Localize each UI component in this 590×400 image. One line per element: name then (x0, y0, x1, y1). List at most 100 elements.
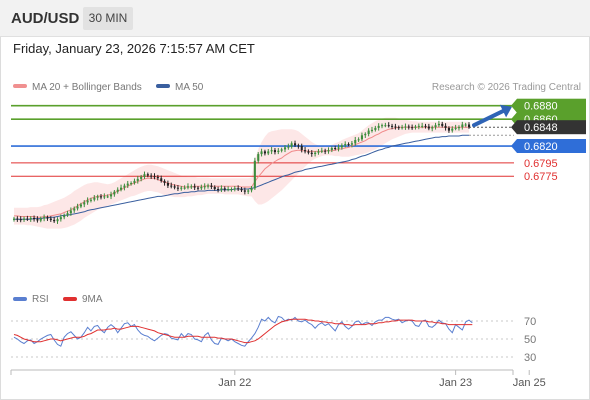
candle (49, 216, 52, 222)
candle (434, 122, 437, 130)
candle (89, 197, 92, 203)
candle-body (468, 124, 471, 128)
candle (284, 145, 287, 153)
candle (330, 146, 333, 153)
candle (146, 172, 149, 178)
candle (324, 148, 327, 155)
candle (106, 194, 109, 199)
candle-body (190, 186, 193, 188)
candle (421, 122, 424, 129)
candle-body (53, 219, 56, 222)
candle-body (79, 204, 82, 207)
rsi-ma-legend-swatch (63, 297, 77, 301)
candle-body (123, 185, 126, 188)
candle (243, 187, 246, 195)
candle-body (156, 176, 159, 179)
candle-body (424, 125, 427, 127)
candle (394, 123, 397, 130)
candle (240, 186, 243, 193)
timeframe-button[interactable]: 30 MIN (83, 7, 133, 30)
candle-body (86, 200, 89, 203)
candle (317, 149, 320, 155)
candle-body (56, 219, 59, 222)
candle (26, 215, 29, 221)
candle-body (304, 150, 307, 152)
candle (93, 195, 96, 202)
candle-body (207, 185, 210, 187)
candle (461, 121, 464, 130)
rsi-panel: 70 50 30 (11, 315, 536, 364)
candle-body (411, 127, 414, 129)
candle-body (457, 127, 460, 129)
candle (334, 145, 337, 151)
candle-body (166, 183, 169, 186)
rsi-legend-label: RSI (32, 294, 49, 305)
candle (337, 144, 340, 152)
candle (417, 123, 420, 130)
candle (76, 203, 79, 211)
candle-body (290, 143, 293, 147)
candle-body (237, 188, 240, 190)
candle (431, 125, 434, 132)
candle (143, 171, 146, 179)
candle (437, 120, 440, 128)
candle (263, 149, 266, 156)
candle (176, 184, 179, 192)
candle-body (307, 151, 310, 153)
candle-body (374, 127, 377, 130)
candle-body (143, 174, 146, 177)
candle-body (297, 145, 300, 147)
level-tag-3 (517, 139, 586, 153)
candle-body (284, 147, 287, 150)
candle (63, 213, 66, 220)
candle (183, 185, 186, 190)
candle-body (387, 125, 390, 127)
candle (190, 184, 193, 190)
top-bar: AUD/USD 30 MIN (0, 0, 590, 37)
candle-body (431, 127, 434, 129)
candle-body (193, 186, 196, 188)
candle (447, 126, 450, 133)
ma50-legend-label: MA 50 (175, 82, 204, 93)
candle-body (344, 144, 347, 146)
candle-body (63, 215, 66, 218)
candle-body (397, 127, 400, 129)
candle (197, 185, 200, 191)
candle (304, 147, 307, 154)
candle (186, 183, 189, 190)
candle-body (110, 194, 113, 197)
candle (253, 157, 256, 191)
candle-body (227, 189, 230, 190)
axis-label: Jan 25 (513, 377, 546, 389)
candle (36, 216, 39, 223)
timestamp: Friday, January 23, 2026 7:15:57 AM CET (13, 41, 255, 56)
candle-body (320, 150, 323, 152)
candle (46, 215, 49, 221)
candle (427, 123, 430, 131)
candle (86, 197, 89, 205)
candle (247, 188, 250, 195)
candle-body (360, 135, 363, 140)
candle (19, 216, 22, 223)
candle-body (294, 143, 297, 146)
candle-body (23, 218, 26, 220)
candle-body (250, 188, 253, 191)
candle (99, 194, 102, 200)
level-tag-0 (517, 98, 586, 113)
candle (116, 187, 119, 194)
candle (56, 217, 59, 224)
rsi-legend-swatch (13, 297, 27, 301)
candle (357, 137, 360, 142)
candle (153, 173, 156, 180)
candle-body (120, 187, 123, 190)
candle-body (160, 178, 163, 181)
candle (401, 124, 404, 130)
candle-body (103, 196, 106, 198)
candle-body (357, 139, 360, 141)
candle-body (367, 130, 370, 134)
candle-body (330, 148, 333, 150)
candle (374, 125, 377, 132)
candle-body (263, 151, 266, 154)
